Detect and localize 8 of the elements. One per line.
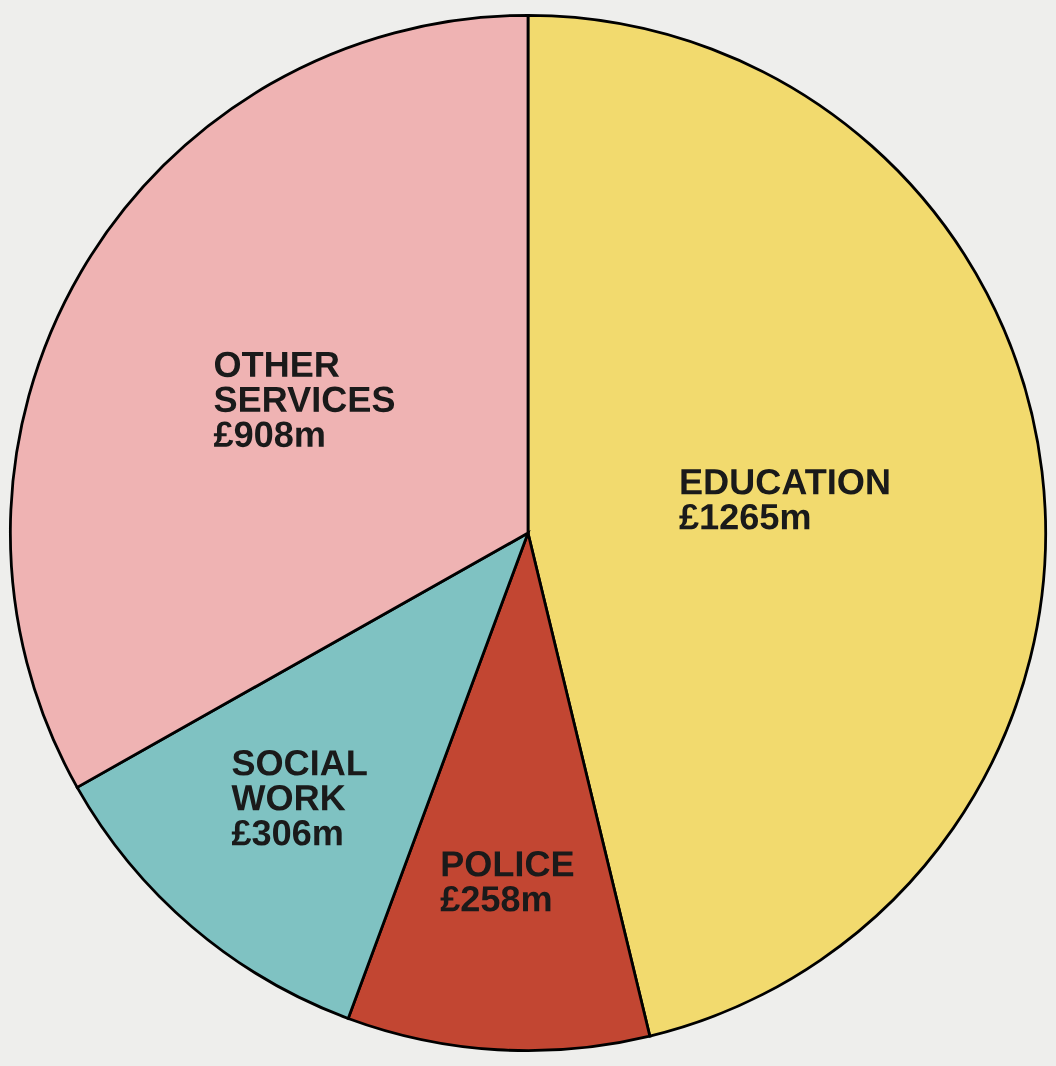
slice-label: EDUCATION — [681, 468, 889, 495]
slice-label: SOCIAL WORK — [231, 750, 367, 811]
data-label: £908m — [213, 421, 324, 448]
slice-label: OTHER SERVICES — [214, 351, 395, 413]
data-label: £306m — [231, 819, 342, 846]
data-label: £1265m — [679, 503, 810, 530]
slice-label: POLICE — [442, 851, 574, 877]
data-label: £258m — [440, 886, 551, 912]
